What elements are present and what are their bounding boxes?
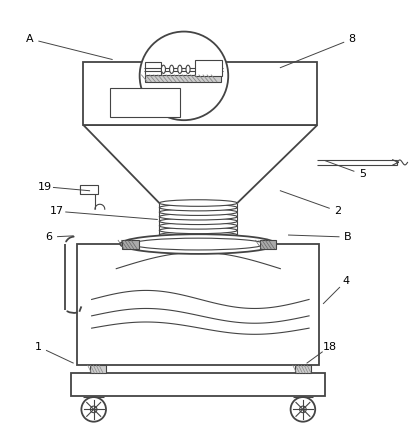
Text: 4: 4 (342, 276, 349, 286)
Bar (145, 62, 161, 74)
Text: 5: 5 (359, 169, 366, 179)
Text: 6: 6 (45, 232, 52, 242)
Circle shape (299, 406, 306, 413)
Ellipse shape (159, 218, 237, 225)
Ellipse shape (178, 65, 182, 74)
Circle shape (81, 397, 106, 422)
Bar (110, 88, 180, 117)
Circle shape (90, 406, 97, 413)
Ellipse shape (159, 214, 237, 220)
Ellipse shape (132, 238, 265, 250)
Bar (71, 373, 325, 396)
Ellipse shape (159, 222, 237, 229)
Text: B: B (344, 232, 352, 242)
Text: 18: 18 (323, 342, 337, 352)
Ellipse shape (161, 65, 166, 74)
Ellipse shape (159, 227, 237, 233)
Bar (122, 240, 139, 249)
Ellipse shape (159, 236, 237, 243)
Text: 1: 1 (35, 342, 42, 352)
Text: 17: 17 (50, 206, 64, 216)
Bar (90, 365, 106, 373)
Ellipse shape (159, 232, 237, 238)
Bar (295, 365, 311, 373)
Ellipse shape (170, 65, 174, 74)
Circle shape (140, 31, 228, 120)
Ellipse shape (159, 200, 237, 206)
Text: 19: 19 (38, 182, 52, 192)
Bar (80, 186, 98, 194)
Ellipse shape (186, 65, 190, 74)
Ellipse shape (120, 234, 276, 254)
Ellipse shape (159, 204, 237, 211)
Bar (145, 74, 221, 82)
Bar (83, 62, 317, 125)
Circle shape (291, 397, 315, 422)
Text: A: A (26, 34, 34, 44)
Bar (77, 244, 319, 365)
Bar (195, 60, 222, 76)
Text: 8: 8 (349, 34, 356, 44)
Text: 2: 2 (334, 206, 341, 216)
Ellipse shape (159, 241, 237, 247)
Ellipse shape (159, 209, 237, 215)
Bar (260, 240, 276, 249)
